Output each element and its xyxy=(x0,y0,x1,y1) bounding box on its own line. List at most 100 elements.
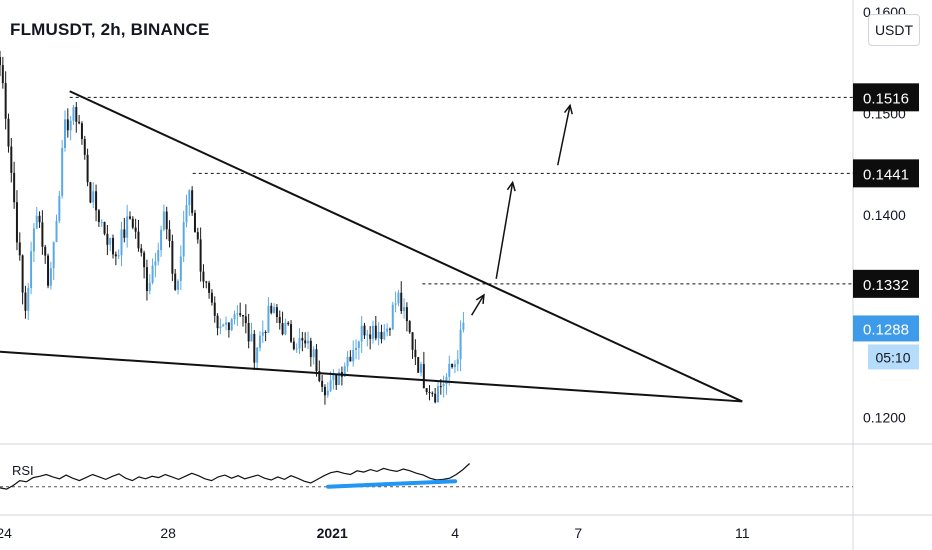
candle-body xyxy=(275,307,278,317)
candle xyxy=(431,391,434,397)
candle xyxy=(222,323,225,327)
candle-body xyxy=(4,83,7,119)
candle-body xyxy=(13,172,16,203)
candle xyxy=(309,337,312,367)
candle xyxy=(332,369,335,390)
candle-body xyxy=(1,65,4,84)
candle xyxy=(459,320,462,372)
candle-body xyxy=(352,350,355,362)
candle-body xyxy=(117,255,120,257)
candle-body xyxy=(383,331,386,340)
candle xyxy=(208,280,211,299)
candle xyxy=(318,360,321,383)
candle xyxy=(196,227,199,244)
candle xyxy=(335,373,338,390)
candle-body xyxy=(357,341,360,348)
candle xyxy=(143,250,146,279)
candle xyxy=(27,283,30,320)
candle xyxy=(247,313,250,349)
candle-body xyxy=(95,191,98,211)
candle xyxy=(244,304,247,334)
candle-body xyxy=(230,319,233,331)
candle xyxy=(306,331,309,350)
candle-body xyxy=(61,148,64,196)
candle-body xyxy=(222,324,225,327)
candle xyxy=(340,366,343,386)
candle xyxy=(261,320,264,344)
candle-body xyxy=(273,307,276,313)
candle-body xyxy=(123,229,126,238)
candle-body xyxy=(349,356,352,362)
candle xyxy=(21,254,24,305)
candle xyxy=(369,326,372,350)
candle-body xyxy=(462,322,465,330)
candle-body xyxy=(233,314,236,320)
candle-body xyxy=(425,388,428,393)
candle-body xyxy=(363,325,366,336)
candle xyxy=(126,204,129,248)
candle xyxy=(55,214,58,243)
candle-body xyxy=(298,338,301,349)
candle xyxy=(103,221,106,236)
candle xyxy=(295,343,298,353)
candle-body xyxy=(318,371,321,381)
candle-body xyxy=(41,222,44,247)
candle-body xyxy=(414,349,417,358)
candle xyxy=(281,311,284,336)
candle-body xyxy=(295,348,298,350)
candle-body xyxy=(431,392,434,394)
current-price-bg xyxy=(853,315,919,342)
candle-body xyxy=(191,190,194,213)
candle-body xyxy=(75,107,78,122)
candle-body xyxy=(451,363,454,368)
candle-body xyxy=(242,314,245,317)
candle-body xyxy=(284,322,287,335)
candle xyxy=(352,340,355,367)
candle-body xyxy=(100,222,103,224)
candle-body xyxy=(83,138,86,155)
candle xyxy=(391,301,394,330)
rsi-divergence-line xyxy=(326,479,458,489)
candle-body xyxy=(420,364,423,373)
candle xyxy=(61,140,64,199)
candle xyxy=(270,302,273,315)
candle-body xyxy=(114,254,117,257)
candle-body xyxy=(10,146,13,173)
candle-body xyxy=(343,366,346,377)
candle xyxy=(275,304,278,324)
candle xyxy=(151,258,154,285)
candle-body xyxy=(128,216,131,219)
candle-body xyxy=(89,182,92,203)
arrow-shaft xyxy=(495,182,514,279)
candle xyxy=(35,207,38,230)
candle-body xyxy=(315,349,318,372)
candle-body xyxy=(436,386,439,403)
currency-button[interactable]: USDT xyxy=(868,14,920,46)
countdown-value: 05:10 xyxy=(875,349,910,365)
candle-body xyxy=(162,211,165,230)
candle xyxy=(86,148,89,187)
candle-body xyxy=(30,251,33,289)
candle-body xyxy=(411,332,414,350)
candle xyxy=(239,302,242,318)
candle xyxy=(264,330,267,342)
candle xyxy=(210,289,213,306)
candle xyxy=(388,327,391,336)
candle xyxy=(258,331,261,352)
candle xyxy=(233,310,236,325)
candle-body xyxy=(126,216,129,238)
candle xyxy=(304,332,307,348)
candle xyxy=(453,360,456,374)
candle-body xyxy=(306,340,309,344)
candle-body xyxy=(52,241,55,269)
candle xyxy=(83,135,86,160)
candle-body xyxy=(264,331,267,333)
candle xyxy=(346,350,349,372)
candle xyxy=(69,115,72,141)
candle xyxy=(456,350,459,372)
candle xyxy=(377,322,380,346)
candle-body xyxy=(112,237,115,255)
candle-body xyxy=(394,303,397,305)
candle-body xyxy=(400,292,403,312)
